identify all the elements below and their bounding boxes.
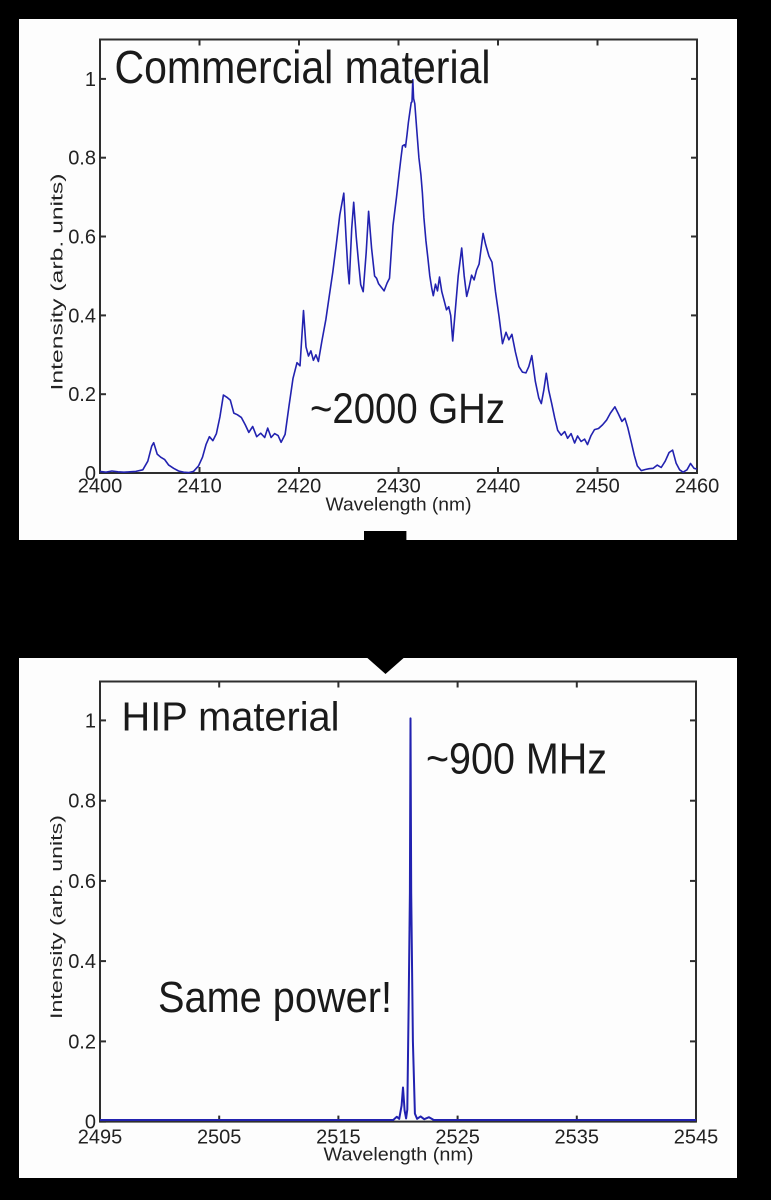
svg-text:2495: 2495 xyxy=(78,1126,123,1148)
svg-text:HIP material: HIP material xyxy=(122,694,340,740)
svg-text:0.8: 0.8 xyxy=(68,791,96,813)
svg-text:0.6: 0.6 xyxy=(68,227,96,249)
svg-text:2450: 2450 xyxy=(575,476,620,498)
svg-text:2505: 2505 xyxy=(197,1126,242,1148)
svg-text:2515: 2515 xyxy=(316,1126,361,1148)
svg-text:0.2: 0.2 xyxy=(68,1031,96,1053)
svg-text:2545: 2545 xyxy=(674,1126,719,1148)
svg-text:Wavelength (nm): Wavelength (nm) xyxy=(324,1145,474,1165)
svg-text:2430: 2430 xyxy=(376,476,421,498)
svg-text:1: 1 xyxy=(85,710,96,732)
svg-text:Intensity (arb. units): Intensity (arb. units) xyxy=(48,174,67,391)
svg-text:~900 MHz: ~900 MHz xyxy=(426,735,607,784)
svg-text:1: 1 xyxy=(85,69,96,91)
svg-text:2525: 2525 xyxy=(435,1126,480,1148)
svg-text:Commercial material: Commercial material xyxy=(115,41,491,93)
svg-text:0.4: 0.4 xyxy=(68,951,96,973)
svg-text:2535: 2535 xyxy=(555,1126,600,1148)
svg-text:Intensity (arb. units): Intensity (arb. units) xyxy=(47,815,66,1019)
svg-text:2420: 2420 xyxy=(277,476,322,498)
svg-text:2440: 2440 xyxy=(476,476,521,498)
svg-text:2400: 2400 xyxy=(78,476,123,498)
svg-text:2460: 2460 xyxy=(675,476,720,498)
svg-text:Same power!: Same power! xyxy=(158,973,392,1022)
svg-text:0.8: 0.8 xyxy=(68,148,96,170)
svg-text:2410: 2410 xyxy=(177,476,222,498)
svg-text:Wavelength (nm): Wavelength (nm) xyxy=(326,495,472,515)
svg-text:0: 0 xyxy=(85,463,96,485)
svg-text:~2000 GHz: ~2000 GHz xyxy=(310,385,505,433)
svg-text:0.2: 0.2 xyxy=(68,384,96,406)
svg-text:0.6: 0.6 xyxy=(68,871,96,893)
svg-text:0: 0 xyxy=(85,1112,96,1134)
svg-text:0.4: 0.4 xyxy=(68,305,96,327)
